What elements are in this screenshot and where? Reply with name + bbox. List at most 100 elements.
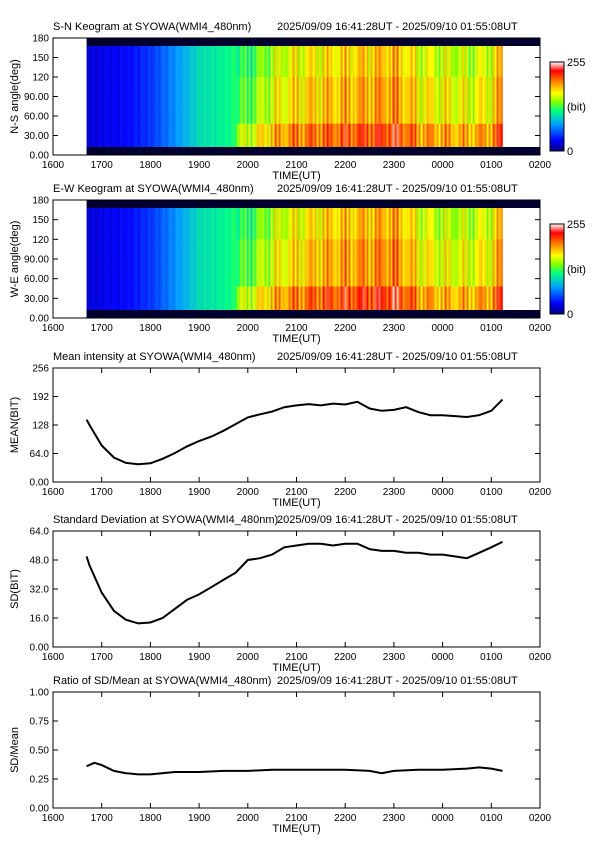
keogram-cell (202, 123, 205, 133)
keogram-cell (302, 84, 305, 94)
keogram-cell (138, 239, 141, 248)
keogram-cell (214, 208, 217, 217)
keogram-cell (216, 115, 219, 125)
keogram-cell (320, 115, 323, 125)
keogram-cell (262, 139, 265, 148)
keogram-cell (428, 77, 431, 86)
keogram-cell (390, 92, 393, 101)
keogram-cell (164, 208, 167, 217)
keogram-cell (136, 262, 139, 272)
keogram-cell (98, 131, 101, 140)
keogram-cell (374, 53, 377, 63)
keogram-cell (274, 208, 277, 217)
keogram-cell (354, 53, 357, 63)
keogram-cell (168, 294, 171, 303)
keogram-cell (298, 100, 301, 109)
keogram-cell (274, 100, 277, 109)
keogram-cell (200, 231, 203, 240)
keogram-cell (284, 270, 287, 280)
keogram-cell (216, 100, 219, 109)
keogram-cell (96, 239, 99, 248)
keogram-cell (240, 46, 243, 55)
keogram-cell (302, 100, 305, 109)
keogram-cell (322, 278, 325, 287)
keogram-cell (478, 92, 481, 101)
keogram-cell (364, 239, 367, 248)
keogram-cell (294, 84, 297, 94)
keogram-cell (210, 255, 213, 264)
keogram-cell (344, 270, 347, 280)
keogram-cell (180, 247, 183, 256)
keogram-cell (174, 131, 177, 140)
keogram-cell (116, 46, 119, 55)
keogram-cell (158, 77, 161, 86)
keogram-cell (268, 215, 271, 225)
keogram-cell (358, 123, 361, 133)
keogram-cell (140, 255, 143, 264)
keogram-cell (134, 302, 137, 311)
keogram-cell (192, 77, 195, 86)
keogram-cell (256, 108, 259, 117)
keogram-cell (126, 294, 129, 303)
keogram-cell (172, 84, 175, 94)
keogram-cell (106, 239, 109, 248)
keogram-cell (132, 77, 135, 86)
keogram-cell (242, 61, 245, 70)
keogram-cell (160, 286, 163, 295)
keogram-cell (388, 100, 391, 109)
keogram-cell (206, 131, 209, 140)
keogram-cell (278, 294, 281, 303)
keogram-cell (288, 46, 291, 55)
keogram-cell (430, 46, 433, 55)
keogram-cell (374, 100, 377, 109)
keogram-cell (200, 239, 203, 248)
keogram-cell (368, 286, 371, 295)
keogram-cell (164, 215, 167, 225)
keogram-cell (440, 77, 443, 86)
keogram-cell (322, 123, 325, 133)
keogram-cell (256, 69, 259, 78)
keogram-cell (480, 123, 483, 133)
keogram-cell (318, 108, 321, 117)
keogram-cell (194, 131, 197, 140)
keogram-cell (320, 270, 323, 280)
keogram-cell (294, 46, 297, 55)
keogram-cell (198, 262, 201, 272)
keogram-cell (432, 108, 435, 117)
keogram-cell (150, 262, 153, 272)
keogram-cell (188, 215, 191, 225)
keogram-cell (214, 294, 217, 303)
keogram-cell (192, 223, 195, 233)
keogram-cell (162, 61, 165, 70)
keogram-cell (166, 255, 169, 264)
keogram-cell (98, 262, 101, 272)
keogram-cell (136, 46, 139, 55)
keogram-cell (226, 123, 229, 133)
keogram-cell (210, 262, 213, 272)
keogram-cell (104, 247, 107, 256)
keogram-cell (194, 255, 197, 264)
keogram-cell (254, 92, 257, 101)
keogram-cell (104, 208, 107, 217)
keogram-cell (384, 53, 387, 63)
keogram-cell (320, 46, 323, 55)
keogram-cell (372, 46, 375, 55)
keogram-cell (356, 278, 359, 287)
keogram-cell (302, 208, 305, 217)
keogram-cell (292, 208, 295, 217)
keogram-cell (160, 302, 163, 311)
keogram-cell (298, 115, 301, 125)
keogram-cell (330, 215, 333, 225)
keogram-cell (456, 46, 459, 55)
keogram-cell (140, 61, 143, 70)
keogram-cell (206, 247, 209, 256)
keogram-cell (396, 115, 399, 125)
keogram-cell (358, 302, 361, 311)
keogram-cell (180, 302, 183, 311)
keogram-cell (330, 131, 333, 140)
keogram-cell (196, 255, 199, 264)
keogram-cell (490, 77, 493, 86)
keogram-cell (216, 286, 219, 295)
keogram-cell (348, 208, 351, 217)
keogram-cell (292, 131, 295, 140)
